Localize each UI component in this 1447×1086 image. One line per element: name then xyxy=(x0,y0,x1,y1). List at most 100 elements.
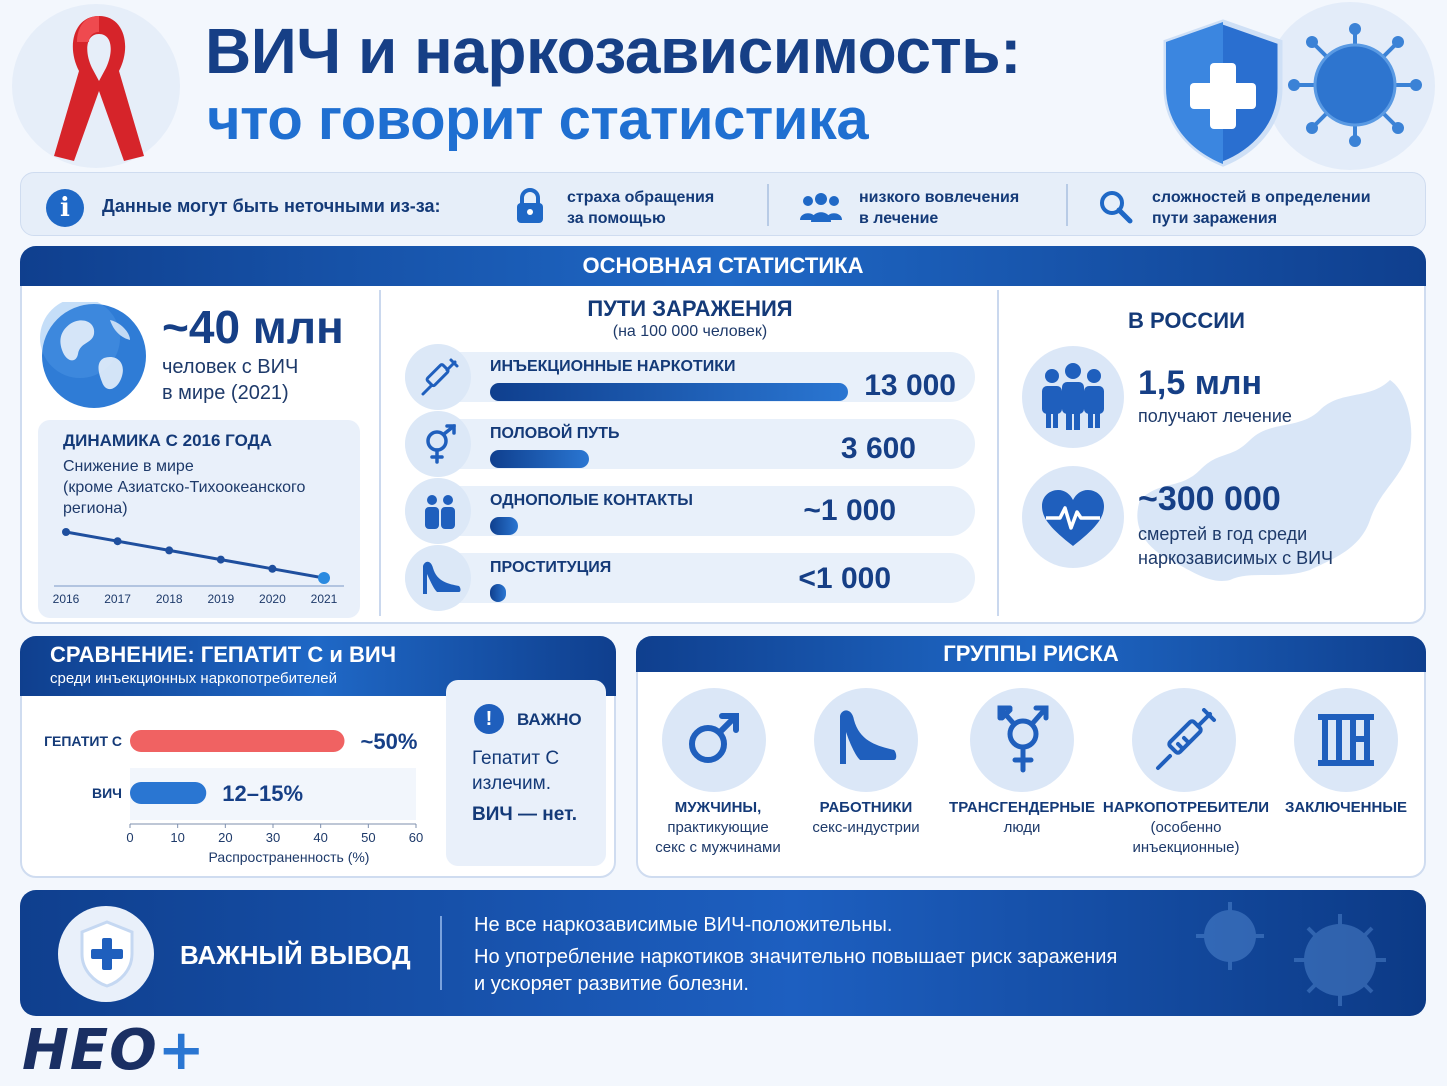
search-icon xyxy=(1100,191,1133,224)
disclaimer-lead: Данные могут быть неточными из-за: xyxy=(102,196,441,216)
data-point xyxy=(318,572,330,584)
data-point xyxy=(113,537,122,546)
risk-icon-circle xyxy=(1294,688,1398,792)
route-icon-circle xyxy=(405,411,471,477)
routes-title: ПУТИ ЗАРАЖЕНИЯ xyxy=(587,296,793,321)
dynamics-card xyxy=(38,420,360,618)
x-tick-label: 40 xyxy=(313,830,327,845)
column-divider xyxy=(379,290,381,616)
route-bar xyxy=(490,450,589,468)
data-point xyxy=(62,528,70,536)
dynamics-caption: Снижение в мире (кроме Азиатско-Тихоокеа… xyxy=(63,458,306,517)
heart-pulse-icon xyxy=(1042,490,1104,546)
route-label: ПРОСТИТУЦИЯ xyxy=(490,559,612,576)
conclusion-line: и ускоряет развитие болезни. xyxy=(474,973,749,995)
people-icon xyxy=(800,193,842,222)
x-tick-label: 30 xyxy=(266,830,280,845)
main-stats-heading: ОСНОВНАЯ СТАТИСТИКА xyxy=(20,246,1426,286)
route-value: 3 600 xyxy=(840,432,916,465)
important-note-card xyxy=(446,680,606,866)
important-text: Гепатит С излечим. ВИЧ — нет. xyxy=(472,748,577,825)
prison-bars-icon xyxy=(1318,714,1374,766)
value-label: ~50% xyxy=(361,729,418,754)
route-icon-circle xyxy=(405,344,471,410)
category-label: ГЕПАТИТ С xyxy=(44,733,122,749)
russia-title: В РОССИИ xyxy=(1128,308,1245,333)
warning-icon: ! xyxy=(474,704,504,734)
disclaimer-item-fear: страха обращения за помощью xyxy=(567,189,715,227)
column-divider xyxy=(997,290,999,616)
disclaimer-bar xyxy=(20,172,1426,236)
people-icon xyxy=(1042,363,1104,430)
conclusion-line: Не все наркозависимые ВИЧ-положительны. xyxy=(474,914,893,936)
disclaimer-item-route: сложностей в определении пути заражения xyxy=(1152,189,1371,227)
male-icon xyxy=(689,713,739,763)
x-tick-label: 2021 xyxy=(311,592,338,606)
syringe-icon xyxy=(421,358,459,396)
x-tick-label: 2016 xyxy=(53,592,80,606)
disclaimer-divider xyxy=(1066,184,1068,226)
high-heel-icon xyxy=(423,561,461,594)
x-tick-label: 2020 xyxy=(259,592,286,606)
route-label: ИНЪЕКЦИОННЫЕ НАРКОТИКИ xyxy=(490,358,736,375)
deaths-caption: смертей в год среди наркозависимых с ВИЧ xyxy=(1138,524,1334,568)
route-value: 13 000 xyxy=(864,369,956,402)
transgender-icon xyxy=(997,705,1049,773)
risk-group-label: ТРАНСГЕНДЕРНЫЕ люди xyxy=(949,799,1095,836)
medical-shield-icon xyxy=(80,920,134,988)
high-heel-icon xyxy=(840,710,897,764)
x-tick-label: 2019 xyxy=(207,592,234,606)
important-title: ВАЖНО xyxy=(517,710,582,729)
world-hiv-value: ~40 млн xyxy=(162,301,344,353)
trend-line xyxy=(65,530,325,580)
comparison-title: СРАВНЕНИЕ: ГЕПАТИТ С и ВИЧ xyxy=(50,642,397,667)
globe-icon xyxy=(40,302,146,408)
couple-icon xyxy=(425,495,455,529)
gender-icon xyxy=(426,424,456,464)
route-label: ОДНОПОЛЫЕ КОНТАКТЫ xyxy=(490,492,693,509)
bar xyxy=(130,730,345,752)
conclusion-banner xyxy=(20,890,1426,1016)
route-label: ПОЛОВОЙ ПУТЬ xyxy=(490,425,620,442)
aids-ribbon-icon xyxy=(54,16,144,161)
route-value: <1 000 xyxy=(798,562,891,595)
risk-icon-circle xyxy=(970,688,1074,792)
data-point xyxy=(268,564,277,573)
treated-value: 1,5 млн xyxy=(1138,364,1262,402)
category-label: ВИЧ xyxy=(92,785,122,801)
risk-group-label: РАБОТНИКИ секс-индустрии xyxy=(812,799,920,836)
risk-icon-circle xyxy=(662,688,766,792)
risk-group-label: ЗАКЛЮЧЕННЫЕ xyxy=(1284,799,1408,816)
x-tick-label: 20 xyxy=(218,830,232,845)
disclaimer-item-engagement: низкого вовлечения в лечение xyxy=(859,189,1020,227)
risk-groups-title: ГРУППЫ РИСКА xyxy=(636,636,1426,672)
page-title: ВИЧ и наркозависимость: xyxy=(205,15,1021,87)
comparison-subtitle: среди инъекционных наркопотребителей xyxy=(50,670,337,687)
route-bar xyxy=(490,383,848,401)
syringe-icon xyxy=(1156,708,1216,770)
risk-group-label: МУЖЧИНЫ, практикующие секс с мужчинами xyxy=(655,799,781,856)
comparison-bar-chart: ГЕПАТИТ С ~50% ВИЧ 12–15% 0 10 20 30 40 50 60 Распр… xyxy=(44,729,423,865)
russia-map-icon xyxy=(1137,380,1412,581)
x-tick-label: 60 xyxy=(409,830,423,845)
x-tick-label: 2017 xyxy=(104,592,131,606)
disclaimer-divider xyxy=(767,184,769,226)
treated-label: получают лечение xyxy=(1138,406,1292,426)
page-subtitle: что говорит статистика xyxy=(207,87,869,152)
conclusion-divider xyxy=(440,916,442,990)
conclusion-title: ВАЖНЫЙ ВЫВОД xyxy=(180,940,411,970)
route-bar xyxy=(490,584,506,602)
route-value: ~1 000 xyxy=(803,494,896,527)
dynamics-title: ДИНАМИКА С 2016 ГОДА xyxy=(63,431,272,450)
info-icon: i xyxy=(46,189,84,227)
virus-icon xyxy=(1196,902,1386,1006)
data-point xyxy=(216,555,225,564)
routes-subtitle: (на 100 000 человек) xyxy=(612,323,768,340)
deaths-value: ~300 000 xyxy=(1138,480,1281,518)
x-axis-label: Распространенность (%) xyxy=(209,849,370,865)
world-hiv-caption: человек с ВИЧ в мире (2021) xyxy=(162,356,299,404)
bar xyxy=(130,782,207,804)
virus-icon xyxy=(1288,23,1422,147)
x-tick-label: 10 xyxy=(170,830,184,845)
conclusion-line: Но употребление наркотиков значительно п… xyxy=(474,946,1118,968)
